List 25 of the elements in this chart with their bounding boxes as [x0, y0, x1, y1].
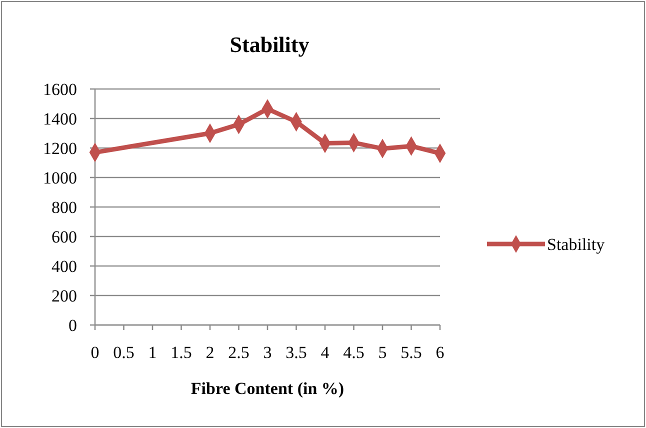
x-tick-label: 0	[90, 343, 100, 362]
y-tick-label: 400	[52, 256, 77, 276]
x-tick-label: 5.5	[400, 343, 422, 362]
y-tick-label: 600	[52, 227, 77, 246]
x-tick-label: 1	[148, 343, 157, 362]
x-tick-label: 4.5	[343, 343, 364, 362]
y-tick-label: 1200	[43, 138, 77, 158]
y-tick-label: 200	[52, 286, 77, 306]
y-tick-label: 1600	[43, 80, 77, 99]
x-tick-label: 3.5	[286, 343, 307, 362]
y-tick-label: 1400	[43, 109, 77, 128]
x-tick-label: 3	[263, 343, 272, 362]
x-tick-label: 5	[378, 343, 387, 362]
x-axis-title: Fibre Content (in %)	[190, 379, 344, 398]
legend-label: Stability	[547, 234, 606, 254]
y-tick-label: 800	[52, 198, 77, 217]
x-tick-label: 2	[206, 343, 214, 362]
y-tick-label: 1000	[43, 168, 77, 188]
chart-title: Stability	[230, 32, 310, 57]
y-tick-label: 0	[68, 316, 77, 335]
x-tick-label: 1.5	[170, 343, 192, 362]
x-tick-label: 0.5	[113, 343, 134, 362]
x-tick-label: 4	[320, 343, 330, 362]
x-tick-label: 6	[436, 343, 444, 362]
x-tick-label: 2.5	[228, 343, 250, 362]
